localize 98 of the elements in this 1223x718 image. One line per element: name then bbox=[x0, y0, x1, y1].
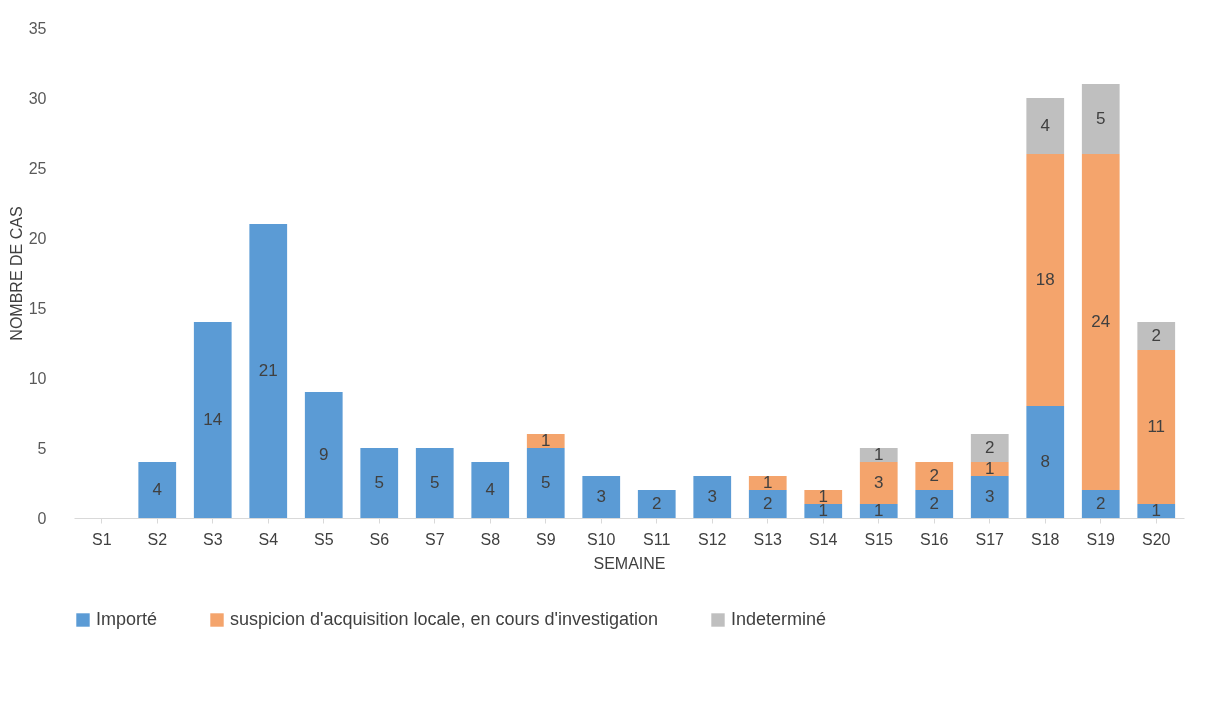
bar bbox=[804, 504, 843, 518]
bar bbox=[915, 462, 954, 490]
data-label: 1 bbox=[763, 473, 773, 492]
bar bbox=[471, 462, 510, 518]
x-tick-label: S13 bbox=[753, 530, 783, 548]
data-label: 4 bbox=[152, 480, 162, 499]
data-label: 2 bbox=[929, 494, 939, 513]
data-label: 2 bbox=[929, 466, 939, 485]
bar bbox=[360, 448, 399, 518]
x-tick-label: S17 bbox=[975, 530, 1005, 548]
bar bbox=[859, 462, 898, 504]
data-label: 2 bbox=[652, 494, 662, 513]
data-label: 2 bbox=[1151, 326, 1161, 345]
bar bbox=[1026, 98, 1065, 154]
x-tick-label: S6 bbox=[369, 530, 390, 548]
data-label: 4 bbox=[1040, 116, 1050, 135]
data-label: 2 bbox=[763, 494, 773, 513]
bar bbox=[859, 448, 898, 462]
x-tick-label: S10 bbox=[587, 530, 616, 548]
x-tick-label: S1 bbox=[91, 530, 112, 548]
x-tick-label: S15 bbox=[864, 530, 894, 548]
data-label: 5 bbox=[430, 473, 440, 492]
data-label: 18 bbox=[1035, 270, 1055, 289]
y-tick-label: 25 bbox=[28, 159, 47, 177]
data-label: 5 bbox=[1096, 109, 1106, 128]
bar bbox=[915, 490, 954, 518]
y-axis-title: NOMBRE DE CAS bbox=[7, 206, 25, 341]
bar bbox=[582, 476, 621, 518]
data-label: 8 bbox=[1040, 452, 1050, 471]
data-label: 1 bbox=[874, 501, 884, 520]
bar bbox=[249, 224, 288, 518]
bar bbox=[970, 476, 1009, 518]
data-label: 3 bbox=[985, 487, 995, 506]
bar bbox=[1137, 504, 1176, 518]
y-tick-label: 20 bbox=[28, 229, 47, 247]
bar bbox=[693, 476, 732, 518]
bar bbox=[526, 434, 565, 448]
data-label: 4 bbox=[485, 480, 495, 499]
x-tick-label: S20 bbox=[1142, 530, 1171, 548]
bar bbox=[193, 322, 232, 518]
data-label: 3 bbox=[596, 487, 606, 506]
data-label: 3 bbox=[874, 473, 884, 492]
bar bbox=[1137, 322, 1176, 350]
x-tick-label: S8 bbox=[480, 530, 501, 548]
data-label: 5 bbox=[374, 473, 384, 492]
x-tick-label: S4 bbox=[258, 530, 279, 548]
bar bbox=[138, 462, 177, 518]
x-tick-label: S9 bbox=[535, 530, 556, 548]
bar bbox=[970, 434, 1009, 462]
legend-label: suspicion d'acquisition locale, en cours d'investigation bbox=[230, 609, 659, 629]
data-label: 14 bbox=[203, 410, 223, 429]
x-tick-label: S12 bbox=[698, 530, 727, 548]
data-label: 1 bbox=[874, 445, 884, 464]
bar bbox=[304, 392, 343, 518]
data-label: 1 bbox=[985, 459, 995, 478]
y-tick-label: 35 bbox=[28, 19, 47, 37]
x-tick-label: S14 bbox=[809, 530, 838, 548]
y-tick-label: 10 bbox=[28, 369, 47, 387]
bar bbox=[1081, 84, 1120, 154]
legend-label: Importé bbox=[96, 609, 158, 629]
y-tick-label: 30 bbox=[28, 89, 47, 107]
x-tick-label: S11 bbox=[643, 530, 671, 548]
data-label: 11 bbox=[1147, 417, 1166, 436]
data-label: 1 bbox=[1151, 501, 1161, 520]
data-label: 3 bbox=[707, 487, 717, 506]
bar bbox=[748, 476, 787, 490]
data-label: 1 bbox=[541, 431, 551, 450]
x-tick-label: S19 bbox=[1086, 530, 1116, 548]
data-label: 21 bbox=[258, 361, 278, 380]
bar bbox=[1081, 490, 1120, 518]
data-label: 2 bbox=[1096, 494, 1106, 513]
y-tick-label: 5 bbox=[37, 439, 47, 457]
data-label: 2 bbox=[985, 438, 995, 457]
x-tick-label: S7 bbox=[424, 530, 445, 548]
x-axis-title: SEMAINE bbox=[593, 554, 666, 572]
data-label: 24 bbox=[1091, 312, 1111, 331]
bar bbox=[415, 448, 454, 518]
bar bbox=[1026, 154, 1065, 406]
x-tick-label: S18 bbox=[1031, 530, 1060, 548]
x-tick-label: S2 bbox=[147, 530, 168, 548]
y-tick-label: 15 bbox=[28, 299, 47, 317]
bar bbox=[1026, 406, 1065, 518]
bar bbox=[804, 490, 843, 504]
bar bbox=[748, 490, 787, 518]
x-tick-label: S5 bbox=[313, 530, 334, 548]
x-tick-label: S16 bbox=[920, 530, 949, 548]
y-tick-label: 0 bbox=[37, 509, 47, 527]
bar bbox=[637, 490, 676, 518]
data-label: 1 bbox=[818, 501, 828, 520]
bar bbox=[526, 448, 565, 518]
x-tick-label: S3 bbox=[202, 530, 223, 548]
legend-label: Indeterminé bbox=[731, 609, 827, 629]
bar bbox=[859, 504, 898, 518]
data-label: 5 bbox=[541, 473, 551, 492]
data-label: 9 bbox=[319, 445, 329, 464]
bar bbox=[1081, 154, 1120, 490]
bar bbox=[1137, 350, 1176, 504]
bar bbox=[970, 462, 1009, 476]
